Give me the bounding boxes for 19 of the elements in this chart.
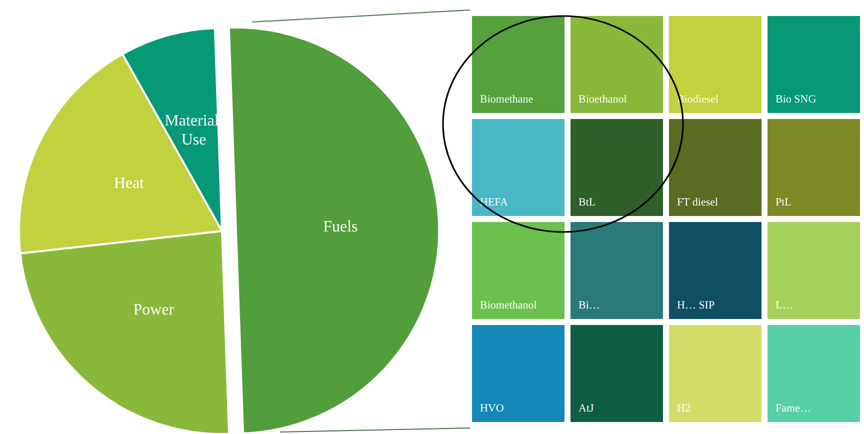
slice-label: Heat (114, 174, 145, 192)
category-label: HVO (480, 402, 504, 414)
slice-label: Fuels (323, 218, 358, 236)
category-label: Biomethane (480, 94, 534, 106)
category-label: L… (776, 300, 794, 312)
slice-label: Material Use (164, 112, 223, 148)
category-label: Bi… (578, 300, 600, 312)
category-label: HEFA (480, 196, 508, 208)
category-label: H… SIP (677, 300, 715, 312)
category-label: BtL (578, 196, 596, 208)
category-label: FT diesel (677, 196, 718, 208)
category-label: PtL (776, 196, 792, 208)
category-label: Bioethanol (578, 94, 627, 106)
category-label: Bio SNG (776, 94, 816, 106)
slice-label: Power (133, 302, 175, 319)
category-label: H2 (677, 402, 690, 414)
category-label: AtJ (578, 402, 594, 414)
category-label: Biomethanol (480, 300, 537, 312)
category-label: Fame… (776, 402, 811, 414)
